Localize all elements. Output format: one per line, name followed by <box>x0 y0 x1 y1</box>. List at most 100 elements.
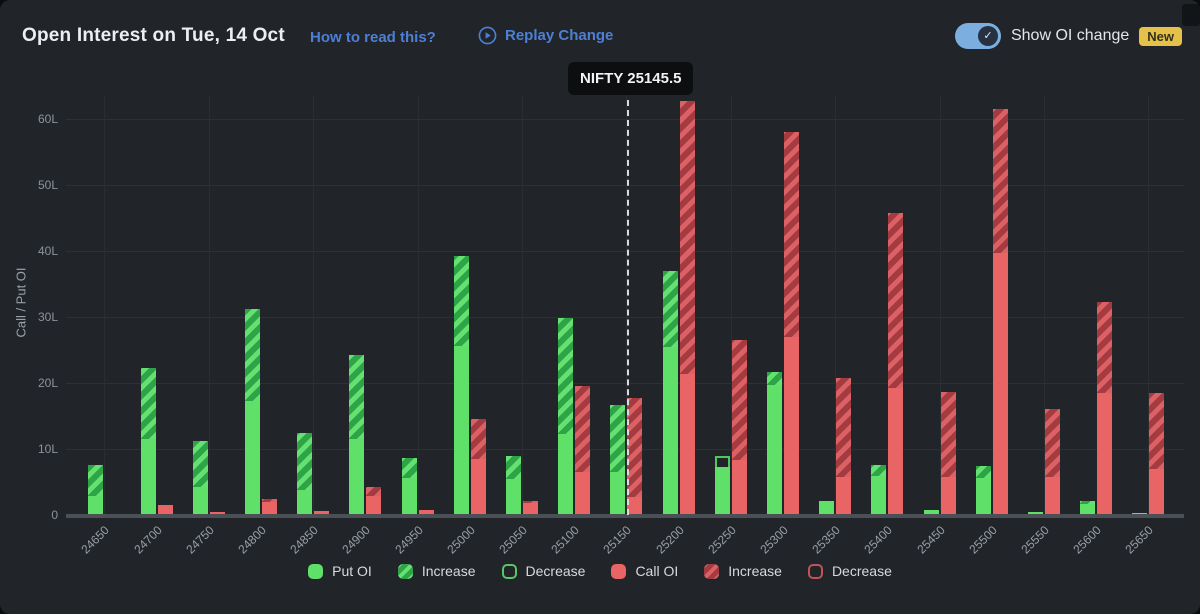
call-oi-segment <box>732 460 747 515</box>
call-oi-bar-25550[interactable] <box>1045 409 1060 515</box>
call-oi-segment <box>158 505 173 515</box>
header: Open Interest on Tue, 14 Oct How to read… <box>0 0 1200 60</box>
put-oi-segment <box>297 490 312 515</box>
put-oi-bar-24950[interactable] <box>402 458 417 515</box>
put-oi-bar-25300[interactable] <box>767 372 782 515</box>
call-increase-segment <box>1097 302 1112 393</box>
put-oi-bar-25050[interactable] <box>506 456 521 515</box>
call-increase-segment <box>575 386 590 472</box>
nifty-price-tooltip: NIFTY 25145.5 <box>568 62 694 95</box>
put-oi-bar-25400[interactable] <box>871 465 886 515</box>
put-increase-segment <box>976 466 991 478</box>
call-oi-bar-24850[interactable] <box>314 511 329 515</box>
put-oi-segment <box>506 479 521 515</box>
y-axis-tick-label: 50L <box>37 178 58 192</box>
legend-item-call-solid[interactable]: Call OI <box>611 563 678 579</box>
call-oi-segment <box>210 512 225 515</box>
call-oi-bar-24750[interactable] <box>210 512 225 515</box>
put-oi-segment <box>976 478 991 515</box>
put-increase-segment <box>297 433 312 490</box>
put-oi-bar-25250[interactable] <box>715 467 730 515</box>
call-oi-bar-25600[interactable] <box>1097 302 1112 515</box>
call-oi-bar-25400[interactable] <box>888 213 903 515</box>
put-oi-bar-24700[interactable] <box>141 368 156 515</box>
put-oi-bar-24750[interactable] <box>193 441 208 515</box>
call-oi-segment <box>784 337 799 515</box>
put-oi-bar-24900[interactable] <box>349 355 364 515</box>
gridline-horizontal <box>66 119 1184 120</box>
call-oi-bar-24900[interactable] <box>366 487 381 515</box>
put-increase-segment <box>349 355 364 439</box>
put-oi-bar-25350[interactable] <box>819 501 834 515</box>
new-badge: New <box>1139 26 1182 46</box>
call-oi-bar-25000[interactable] <box>471 419 486 515</box>
legend-item-call-increase[interactable]: Increase <box>704 563 782 579</box>
put-oi-segment <box>558 434 573 515</box>
call-oi-segment <box>941 477 956 515</box>
call-oi-bar-24800[interactable] <box>262 499 277 515</box>
put-oi-segment <box>663 347 678 515</box>
show-oi-change-toggle[interactable]: ✓ <box>954 23 1001 49</box>
call-oi-bar-25650[interactable] <box>1149 393 1164 515</box>
put-oi-bar-25150[interactable] <box>610 405 625 515</box>
put-oi-bar-25600[interactable] <box>1080 501 1095 515</box>
call-increase-segment <box>1045 409 1060 477</box>
put-oi-bar-25450[interactable] <box>924 510 939 515</box>
put-oi-bar-24850[interactable] <box>297 433 312 515</box>
put-increase-segment <box>506 456 521 479</box>
y-axis-tick-label: 40L <box>37 244 58 258</box>
corner-widget <box>1182 4 1200 26</box>
call-oi-bar-25350[interactable] <box>836 378 851 515</box>
call-increase-segment <box>366 487 381 496</box>
call-increase-swatch-icon <box>704 563 720 579</box>
put-decrease-swatch-icon <box>501 563 517 579</box>
call-oi-segment <box>366 496 381 515</box>
put-oi-segment <box>141 439 156 515</box>
call-decrease-swatch-icon <box>807 563 823 579</box>
call-oi-bar-25150[interactable] <box>627 398 642 515</box>
put-oi-bar-25200[interactable] <box>663 271 678 515</box>
legend-label: Call OI <box>635 563 679 579</box>
gridline-vertical <box>1148 95 1149 515</box>
call-oi-bar-24950[interactable] <box>419 510 434 515</box>
call-oi-bar-24700[interactable] <box>158 505 173 515</box>
call-oi-bar-25300[interactable] <box>784 132 799 515</box>
y-axis-tick-label: 0 <box>51 508 58 522</box>
legend-item-call-decrease[interactable]: Decrease <box>807 563 892 579</box>
put-oi-bar-25500[interactable] <box>976 466 991 515</box>
put-oi-segment <box>767 385 782 515</box>
call-oi-bar-25050[interactable] <box>523 501 538 515</box>
call-increase-segment <box>680 101 695 374</box>
call-oi-segment <box>262 502 277 515</box>
put-increase-segment <box>767 372 782 385</box>
legend-item-put-solid[interactable]: Put OI <box>308 563 372 579</box>
legend-item-put-decrease[interactable]: Decrease <box>501 563 585 579</box>
put-oi-bar-25100[interactable] <box>558 318 573 515</box>
replay-change-button[interactable]: Replay Change <box>478 26 613 45</box>
put-oi-bar-25000[interactable] <box>454 256 469 515</box>
call-increase-segment <box>836 378 851 477</box>
how-to-read-link[interactable]: How to read this? <box>310 29 436 46</box>
call-oi-segment <box>680 374 695 515</box>
call-oi-segment <box>575 472 590 515</box>
put-oi-bar-24800[interactable] <box>245 309 260 515</box>
put-increase-segment <box>245 309 260 401</box>
call-oi-bar-25250[interactable] <box>732 340 747 515</box>
call-oi-bar-25500[interactable] <box>993 109 1008 515</box>
legend-label: Put OI <box>332 563 372 579</box>
gridline-horizontal <box>66 449 1184 450</box>
put-oi-segment <box>871 476 886 515</box>
call-oi-segment <box>1149 469 1164 515</box>
put-oi-bar-25550[interactable] <box>1028 512 1043 515</box>
call-oi-segment <box>419 510 434 515</box>
put-oi-bar-24650[interactable] <box>88 465 103 515</box>
call-oi-bar-25450[interactable] <box>941 392 956 515</box>
call-oi-segment <box>1045 477 1060 515</box>
put-decrease-segment <box>715 456 730 467</box>
call-oi-bar-25200[interactable] <box>680 101 695 515</box>
put-solid-swatch-icon <box>308 563 324 579</box>
call-oi-bar-25100[interactable] <box>575 386 590 515</box>
legend-item-put-increase[interactable]: Increase <box>397 563 476 579</box>
